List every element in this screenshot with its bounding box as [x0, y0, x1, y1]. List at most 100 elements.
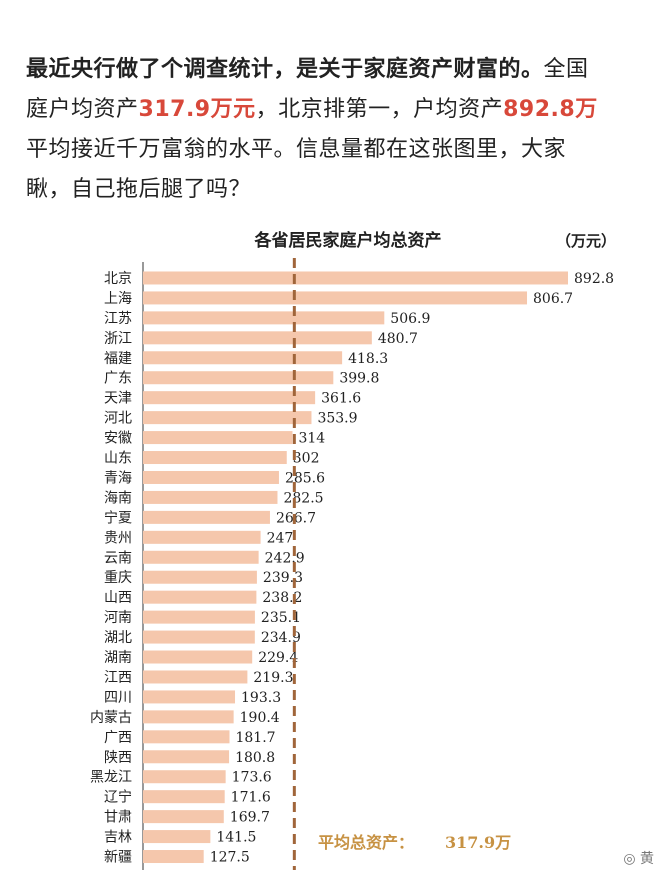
bar: [143, 670, 248, 684]
bar: [143, 710, 234, 724]
bar: [143, 271, 568, 285]
bar: [143, 630, 255, 644]
category-label: 辽宁: [104, 789, 132, 806]
category-label: 浙江: [104, 331, 132, 347]
category-label: 海南: [104, 490, 132, 506]
category-label: 河北: [104, 411, 132, 427]
bar: [143, 431, 293, 445]
category-label: 贵州: [104, 530, 132, 546]
category-label: 江苏: [104, 311, 132, 327]
value-label: 169.7: [230, 810, 270, 826]
value-label: 173.6: [232, 770, 272, 786]
category-label: 新疆: [104, 850, 132, 866]
value-label: 229.4: [258, 650, 298, 666]
intro-line-2: 庭户均资产317.9万元，北京排第一，户均资产892.8万: [26, 90, 654, 130]
bar: [143, 570, 257, 584]
category-label: 安徽: [104, 431, 132, 447]
bar: [143, 590, 257, 604]
value-label: 234.9: [261, 630, 301, 646]
bar: [143, 351, 343, 365]
intro-line-2-a: 庭户均资产: [26, 97, 139, 122]
category-label: 北京: [104, 271, 132, 287]
category-label: 内蒙古: [90, 710, 132, 726]
category-label: 宁夏: [104, 509, 132, 526]
category-label: 河南: [104, 610, 132, 626]
bar: [143, 371, 334, 385]
bar: [143, 790, 225, 804]
intro-line-1-rest: 全国: [543, 57, 589, 82]
category-label: 福建: [104, 351, 132, 367]
chart-title: 各省居民家庭户均总资产: [254, 230, 442, 251]
value-label: 314: [298, 431, 325, 447]
bar: [143, 690, 236, 704]
intro-line-4: 瞅，自己拖后腿了吗？: [26, 177, 252, 202]
category-label: 云南: [104, 550, 132, 566]
category-label: 青海: [104, 470, 132, 486]
category-label: 黑龙江: [90, 770, 132, 786]
value-label: 235.1: [261, 610, 301, 626]
bar: [143, 470, 279, 484]
asset-bar-chart: 各省居民家庭户均总资产 （万元） 北京 892.8 上海 806.7 江苏 506.9 浙江…: [90, 230, 616, 870]
watermark: ◎ 黄: [623, 851, 654, 867]
bar: [143, 451, 287, 465]
intro-line-1-bold: 最近央行做了个调查统计，是关于家庭资产财富的。: [26, 57, 544, 82]
category-label: 广西: [104, 730, 132, 746]
bar: [143, 550, 259, 564]
value-label: 190.4: [240, 710, 280, 726]
value-label: 127.5: [210, 850, 250, 866]
bar: [143, 650, 253, 664]
value-label: 302: [293, 451, 320, 467]
bar: [143, 750, 230, 764]
bar: [143, 490, 278, 504]
value-label: 193.3: [241, 690, 281, 706]
average-value-label: 317.9万: [445, 833, 511, 852]
value-label: 238.2: [262, 590, 302, 606]
bar: [143, 850, 204, 864]
value-label: 361.6: [321, 391, 361, 407]
bar: [143, 770, 226, 784]
intro-line-3: 平均接近千万富翁的水平。信息量都在这张图里，大家: [26, 137, 567, 162]
category-label: 江西: [104, 670, 132, 686]
bar: [143, 331, 372, 345]
category-label: 湖北: [104, 630, 132, 646]
category-label: 天津: [104, 391, 132, 407]
value-label: 181.7: [235, 730, 275, 746]
value-label: 506.9: [390, 311, 430, 327]
intro-text: 最近央行做了个调查统计，是关于家庭资产财富的。全国 庭户均资产317.9万元，北…: [26, 50, 654, 210]
value-label: 141.5: [216, 830, 256, 846]
bar-group: 北京 892.8 上海 806.7 江苏 506.9 浙江 480.7 福建 418.3 广东 399…: [90, 271, 614, 866]
category-label: 陕西: [104, 750, 132, 766]
category-label: 四川: [104, 690, 132, 706]
average-label: 平均总资产：: [318, 833, 414, 852]
value-label: 239.3: [263, 570, 303, 586]
bar: [143, 291, 528, 305]
intro-line-1: 最近央行做了个调查统计，是关于家庭资产财富的。全国: [26, 50, 654, 90]
category-label: 广东: [104, 371, 132, 387]
value-label: 282.5: [283, 490, 323, 506]
value-label: 399.8: [339, 371, 379, 387]
value-label: 266.7: [276, 510, 316, 526]
bar: [143, 610, 255, 624]
bar: [143, 391, 316, 405]
category-label: 甘肃: [104, 810, 132, 826]
value-label: 247: [267, 530, 294, 546]
bar: [143, 411, 312, 425]
national-average-highlight: 317.9万元: [138, 97, 256, 122]
bar: [143, 830, 211, 844]
intro-line-2-b: ，北京排第一，户均资产: [255, 97, 504, 122]
category-label: 吉林: [104, 830, 132, 846]
value-label: 418.3: [348, 351, 388, 367]
category-label: 重庆: [104, 570, 132, 586]
value-label: 480.7: [378, 331, 418, 347]
bar: [143, 311, 385, 325]
bar: [143, 810, 224, 824]
value-label: 171.6: [231, 790, 271, 806]
value-label: 892.8: [574, 271, 614, 287]
value-label: 242.9: [265, 550, 305, 566]
bar: [143, 730, 230, 744]
value-label: 285.6: [285, 470, 325, 486]
category-label: 山东: [104, 451, 132, 467]
bar: [143, 510, 270, 524]
chart-unit: （万元）: [556, 232, 616, 250]
value-label: 180.8: [235, 750, 275, 766]
